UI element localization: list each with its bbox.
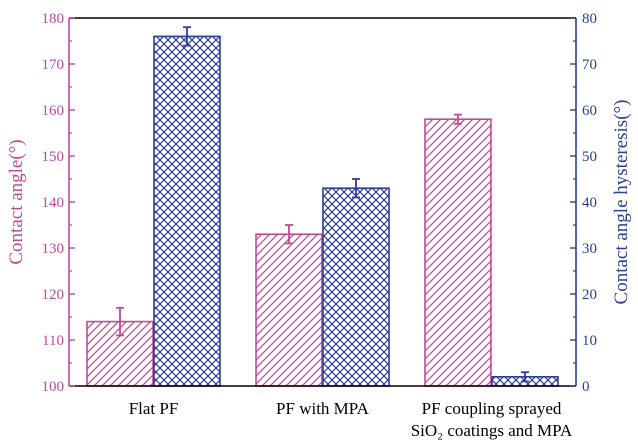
right-tick-label: 50	[582, 149, 597, 165]
right-tick-label: 80	[582, 11, 597, 27]
axes-layer	[68, 17, 577, 387]
left-tick-label: 140	[42, 195, 65, 211]
right-tick-label: 20	[582, 287, 597, 303]
category-label: Flat PF	[129, 399, 179, 418]
left-tick-label: 180	[42, 11, 65, 27]
right-tick-label: 10	[582, 333, 597, 349]
right-axis-title: Contact angle hysteresis(°)	[611, 100, 632, 305]
bar-contact-angle	[424, 118, 492, 387]
labels-layer: Flat PF PF with MPA PF coupling sprayed SiO…	[6, 11, 632, 440]
left-tick-label: 150	[42, 149, 65, 165]
bar-hysteresis	[153, 35, 221, 387]
left-tick-label: 160	[42, 103, 65, 119]
bars-layer	[86, 26, 559, 387]
left-axis-title: Contact angle(°)	[6, 139, 27, 264]
left-tick-label: 100	[42, 379, 65, 395]
bar-hysteresis	[322, 187, 390, 387]
right-tick-label: 30	[582, 241, 597, 257]
left-tick-label: 130	[42, 241, 65, 257]
category-label: PF coupling sprayed SiO₂ coatings and MPA	[411, 399, 573, 440]
category-label-line: Flat PF	[129, 399, 179, 418]
category-label-line: PF coupling sprayed	[422, 399, 562, 418]
category-label-line: SiO₂ coatings and MPA	[411, 421, 573, 440]
left-tick-label: 120	[42, 287, 65, 303]
bar-contact-angle	[255, 233, 323, 387]
category-label: PF with MPA	[276, 399, 370, 418]
right-tick-label: 70	[582, 57, 597, 73]
right-tick-label: 40	[582, 195, 597, 211]
right-tick-label: 60	[582, 103, 597, 119]
left-tick-label: 170	[42, 57, 65, 73]
left-tick-label: 110	[42, 333, 64, 349]
category-label-line: PF with MPA	[276, 399, 370, 418]
right-tick-label: 0	[582, 379, 590, 395]
